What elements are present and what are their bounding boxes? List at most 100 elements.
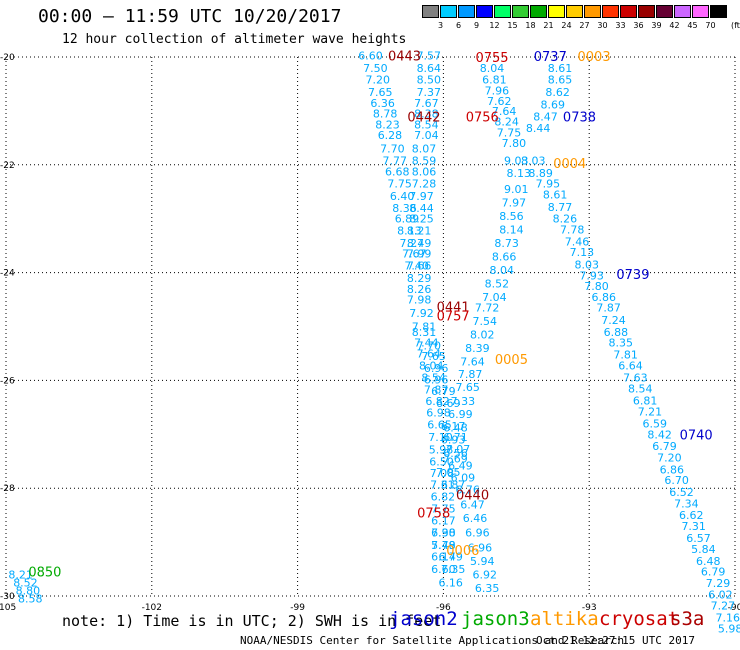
track-time-label: 0738: [563, 110, 596, 125]
swh-value-label: 8.04: [419, 359, 444, 372]
track-time-label: 0737: [534, 50, 567, 65]
swh-value-label: 6.49: [438, 551, 463, 564]
swh-value-label: 6.09: [451, 471, 476, 484]
track-time-label: 0740: [680, 428, 713, 443]
swh-value-label: 7.75: [387, 178, 412, 191]
chart-subtitle: 12 hour collection of altimeter wave hei…: [62, 32, 407, 47]
colorbar-swatch: [530, 5, 547, 18]
colorbar-swatch: [710, 5, 727, 18]
swh-value-label: 6.60: [431, 563, 456, 576]
swh-value-label: 8.73: [494, 237, 519, 250]
y-tick-label: -22: [0, 161, 15, 171]
swh-value-label: 6.48: [443, 421, 468, 434]
satellite-name-altika: altika: [530, 608, 599, 630]
swh-value-label: 7.80: [584, 280, 609, 293]
swh-value-label: 7.35: [441, 563, 466, 576]
colorbar-swatch: [476, 5, 493, 18]
swh-value-label: 8.26: [407, 283, 432, 296]
swh-value-label: 7.10: [428, 431, 453, 444]
swh-value-label: 6.57: [686, 532, 711, 545]
swh-value-label: 7.20: [366, 74, 391, 87]
colorbar-label: 3: [437, 21, 444, 30]
swh-value-label: 6.92: [472, 568, 497, 581]
track-time-label: 0440: [456, 489, 489, 504]
swh-value-label: 7.95: [536, 178, 561, 191]
track-time-label: 0758: [417, 506, 450, 521]
swh-value-label: 8.24: [494, 116, 519, 129]
swh-value-label: 7.63: [623, 372, 648, 385]
satellite-name-jason2: jason2: [389, 608, 458, 630]
swh-value-label: 7.44: [414, 337, 439, 350]
swh-value-label: 7.33: [451, 395, 476, 408]
colorbar-unit: (ft): [730, 21, 740, 30]
swh-value-label: 8.44: [526, 122, 551, 135]
swh-value-label: 5.98: [429, 443, 454, 456]
swh-value-label: 6.96: [424, 362, 449, 375]
swh-value-label: 8.54: [414, 118, 439, 131]
swh-value-label: 7.04: [414, 129, 439, 142]
swh-value-label: 8.64: [417, 62, 442, 75]
swh-value-label: 8.69: [541, 98, 566, 111]
colorbar-swatch: [458, 5, 475, 18]
colorbar-swatch: [422, 5, 439, 18]
colorbar-swatch: [494, 5, 511, 18]
colorbar-swatch: [674, 5, 691, 18]
swh-value-label: 8.49: [407, 237, 432, 250]
swh-value-label: 7.97: [409, 190, 434, 203]
swh-value-label: 6.60: [358, 49, 383, 62]
swh-value-label: 7.72: [475, 302, 500, 315]
swh-value-label: 5.98: [718, 622, 740, 635]
swh-value-label: 6.49: [448, 460, 473, 473]
swh-value-label: 8.04: [480, 62, 505, 75]
swh-value-label: 6.46: [463, 512, 488, 525]
credit-line: NOAA/NESDIS Center for Satellite Applica…: [240, 634, 625, 647]
colorbar-label: 27: [579, 21, 590, 30]
swh-value-label: 7.64: [460, 356, 485, 369]
swh-value-label: 7.08: [430, 467, 455, 480]
swh-value-label: 8.50: [417, 74, 442, 87]
swh-value-label: 6.36: [370, 97, 395, 110]
swh-value-label: 7.27: [711, 600, 736, 613]
y-tick-label: -20: [0, 53, 15, 63]
swh-value-label: 6.35: [475, 582, 500, 595]
swh-value-label: 8.65: [548, 74, 573, 87]
swh-value-label: 7.46: [565, 235, 590, 248]
swh-value-label: 8.38: [414, 108, 439, 121]
swh-value-label: 7.80: [502, 137, 527, 150]
swh-value-label: 7.77: [383, 154, 408, 167]
swh-value-label: 8.66: [492, 250, 517, 263]
swh-value-label: 7.70: [380, 143, 405, 156]
swh-value-label: 8.58: [18, 593, 43, 606]
colorbar-swatch: [656, 5, 673, 18]
x-tick-label: -90: [728, 603, 740, 613]
footnote: note: 1) Time is in UTC; 2) SWH is in fe…: [62, 612, 442, 630]
swh-value-label: 6.64: [618, 359, 643, 372]
swh-value-label: 7.49: [431, 539, 456, 552]
swh-value-label: 6.16: [438, 577, 463, 590]
swh-value-label: 5.84: [691, 543, 716, 556]
swh-value-label: 7.81: [412, 321, 437, 334]
swh-value-label: 6.96: [465, 526, 490, 539]
swh-value-label: 8.61: [548, 62, 573, 75]
colorbar-swatch: [602, 5, 619, 18]
swh-value-label: 8.03: [575, 259, 600, 272]
swh-value-label: 7.05: [436, 466, 461, 479]
swh-value-label: 6.79: [431, 385, 456, 398]
swh-value-label: 6.65: [427, 419, 452, 432]
swh-value-label: 8.61: [543, 188, 568, 201]
swh-value-label: 8.25: [409, 213, 434, 226]
swh-value-label: 6.48: [696, 555, 721, 568]
track-time-label: 0442: [407, 110, 440, 125]
colorbar-swatch: [440, 5, 457, 18]
swh-value-label: 8.80: [16, 585, 41, 598]
swh-value-label: 7.81: [613, 349, 638, 362]
swh-value-label: 7.57: [417, 49, 442, 62]
swh-value-label: 8.54: [421, 372, 446, 385]
swh-value-label: 8.36: [392, 202, 417, 215]
colorbar-swatch: [692, 5, 709, 18]
swh-value-label: 6.17: [431, 551, 456, 564]
swh-value-label: 7.69: [443, 453, 468, 466]
swh-value-label: 8.44: [409, 202, 434, 215]
swh-value-label: 6.88: [604, 326, 629, 339]
